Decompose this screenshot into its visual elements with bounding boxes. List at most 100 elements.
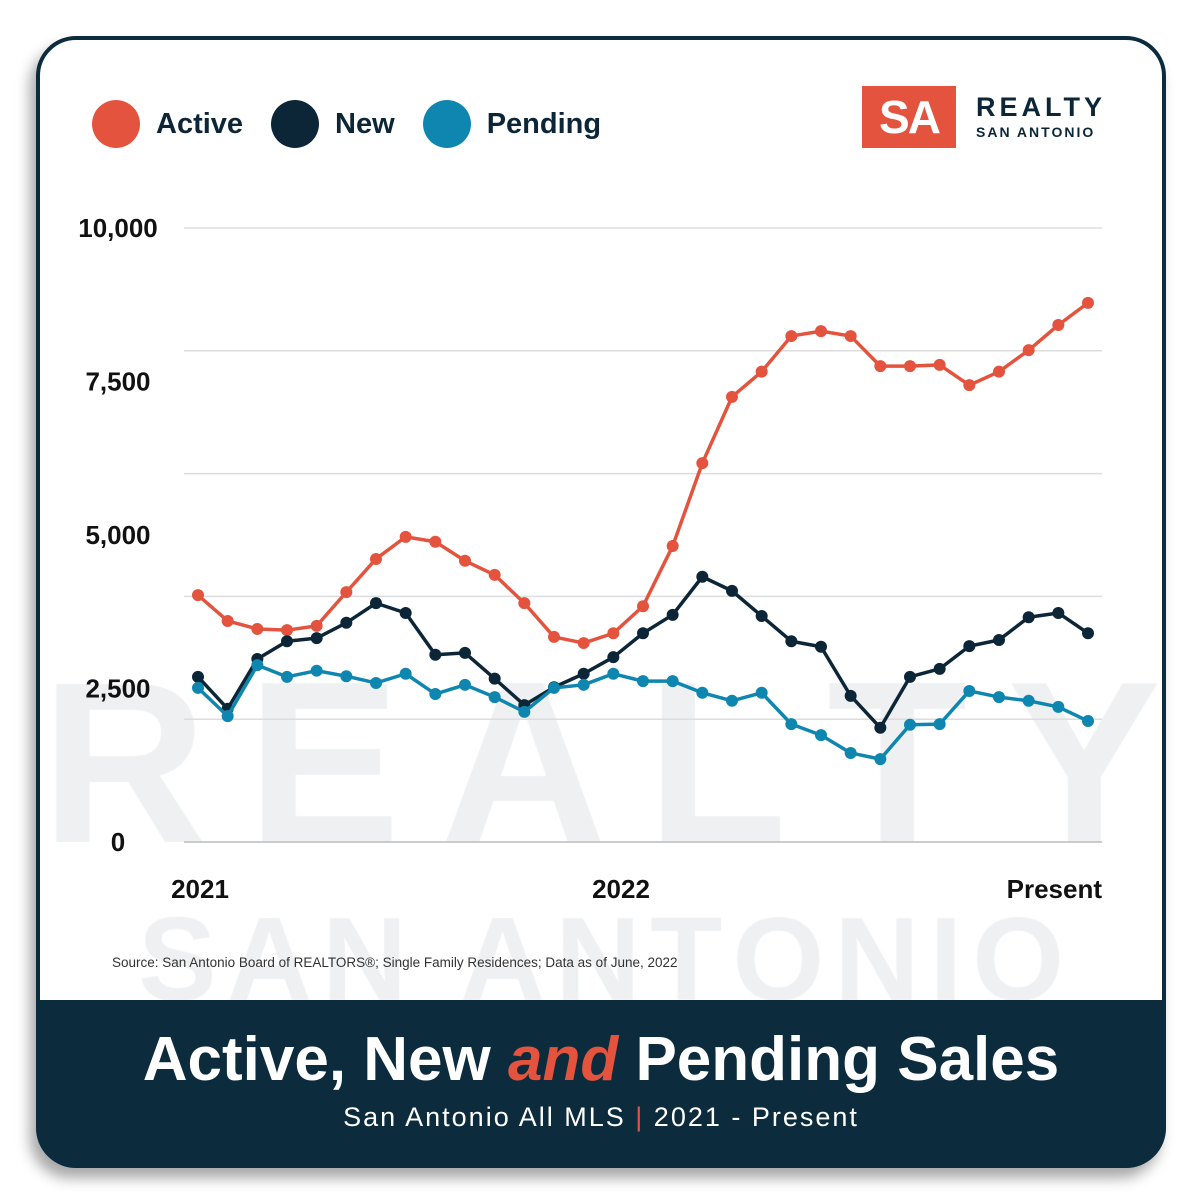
- pending-point: [221, 710, 234, 723]
- new-point: [637, 627, 649, 640]
- active-point: [399, 530, 412, 543]
- y-tick-label: 10,000: [78, 213, 158, 243]
- pending-point: [251, 659, 264, 672]
- active-point: [933, 358, 946, 371]
- x-tick-label: 2021: [171, 874, 229, 904]
- active-point: [459, 554, 471, 567]
- new-point: [874, 721, 887, 734]
- pending-point: [933, 718, 946, 731]
- active-point: [696, 457, 709, 470]
- new-point: [607, 651, 620, 664]
- active-point: [993, 365, 1005, 378]
- new-point: [399, 606, 412, 619]
- pending-point: [340, 670, 353, 683]
- pending-point: [399, 667, 412, 680]
- active-point: [518, 597, 531, 610]
- pending-point: [637, 675, 649, 688]
- source-note: Source: San Antonio Board of REALTORS®; …: [112, 955, 678, 970]
- active-point: [1082, 296, 1094, 309]
- active-point: [488, 568, 501, 581]
- active-point: [310, 619, 323, 632]
- active-point: [785, 330, 798, 343]
- pending-point: [963, 684, 976, 697]
- pending-point: [310, 664, 323, 677]
- chart-subtitle: San Antonio All MLS | 2021 - Present: [36, 1102, 1166, 1133]
- sa-realty-logo: SA REALTY SAN ANTONIO: [862, 86, 1106, 148]
- active-point: [963, 379, 976, 392]
- subtitle-range: 2021 - Present: [653, 1102, 859, 1133]
- logo-line2: SAN ANTONIO: [976, 124, 1096, 140]
- pending-point: [429, 688, 442, 701]
- pending-point: [1052, 700, 1065, 713]
- x-tick-label: Present: [1007, 874, 1103, 904]
- legend-label: New: [335, 107, 395, 140]
- subtitle-region: San Antonio All MLS: [343, 1102, 626, 1133]
- title-part: Active, New: [142, 1025, 508, 1094]
- pending-point: [785, 718, 798, 731]
- pending-point: [815, 729, 827, 742]
- new-point: [192, 670, 204, 683]
- series-new: [192, 570, 1094, 734]
- y-tick-label: 5,000: [85, 520, 150, 550]
- active-point: [904, 360, 916, 373]
- series-pending: [192, 659, 1094, 766]
- legend: Active New Pending: [92, 100, 629, 148]
- new-point: [993, 633, 1005, 646]
- subtitle-separator: |: [635, 1102, 645, 1133]
- active-point: [429, 535, 442, 548]
- series-active: [192, 296, 1094, 650]
- active-point: [370, 552, 382, 565]
- y-tick-label: 7,500: [85, 367, 150, 397]
- new-point: [815, 640, 827, 653]
- pending-point: [1022, 694, 1035, 707]
- active-point: [755, 365, 768, 378]
- active-point: [221, 614, 234, 627]
- new-point: [281, 635, 293, 648]
- legend-item-active: Active: [92, 100, 243, 148]
- pending-point: [1082, 715, 1094, 728]
- new-point: [577, 667, 590, 680]
- title-banner: Active, New and Pending Sales San Antoni…: [36, 1000, 1166, 1166]
- new-point: [904, 670, 916, 683]
- active-point: [726, 390, 738, 403]
- new-point: [844, 689, 857, 702]
- new-point: [340, 616, 353, 629]
- chart-title: Active, New and Pending Sales: [36, 1025, 1166, 1094]
- new-point: [1022, 611, 1035, 624]
- new-point: [963, 640, 976, 653]
- new-point: [696, 570, 709, 583]
- pending-point: [577, 678, 590, 691]
- active-point: [548, 630, 560, 643]
- active-point: [815, 325, 827, 338]
- legend-label: Pending: [486, 107, 602, 140]
- y-tick-label: 2,500: [85, 674, 150, 704]
- pending-point: [904, 718, 916, 731]
- active-point: [577, 637, 590, 650]
- active-point: [340, 586, 353, 599]
- pending-point: [459, 678, 471, 691]
- pending-point: [874, 753, 887, 766]
- pending-point: [192, 681, 204, 694]
- new-swatch: [271, 100, 320, 148]
- active-point: [1052, 319, 1065, 332]
- title-and: and: [507, 1025, 619, 1094]
- active-swatch: [92, 100, 140, 148]
- x-tick-label: 2022: [592, 874, 650, 904]
- new-point: [666, 608, 679, 621]
- new-point: [310, 632, 323, 645]
- y-tick-label: 0: [111, 827, 125, 857]
- pending-point: [666, 675, 679, 688]
- active-point: [874, 360, 887, 373]
- pending-point: [488, 691, 501, 704]
- active-point: [607, 627, 620, 640]
- pending-point: [844, 746, 857, 759]
- pending-point: [726, 694, 738, 707]
- pending-point: [696, 686, 709, 699]
- logo-mark: SA: [862, 86, 956, 148]
- new-point: [488, 672, 501, 685]
- new-point: [429, 648, 442, 661]
- active-point: [281, 624, 293, 637]
- pending-point: [755, 686, 768, 699]
- new-point: [370, 597, 382, 610]
- pending-point: [607, 667, 620, 680]
